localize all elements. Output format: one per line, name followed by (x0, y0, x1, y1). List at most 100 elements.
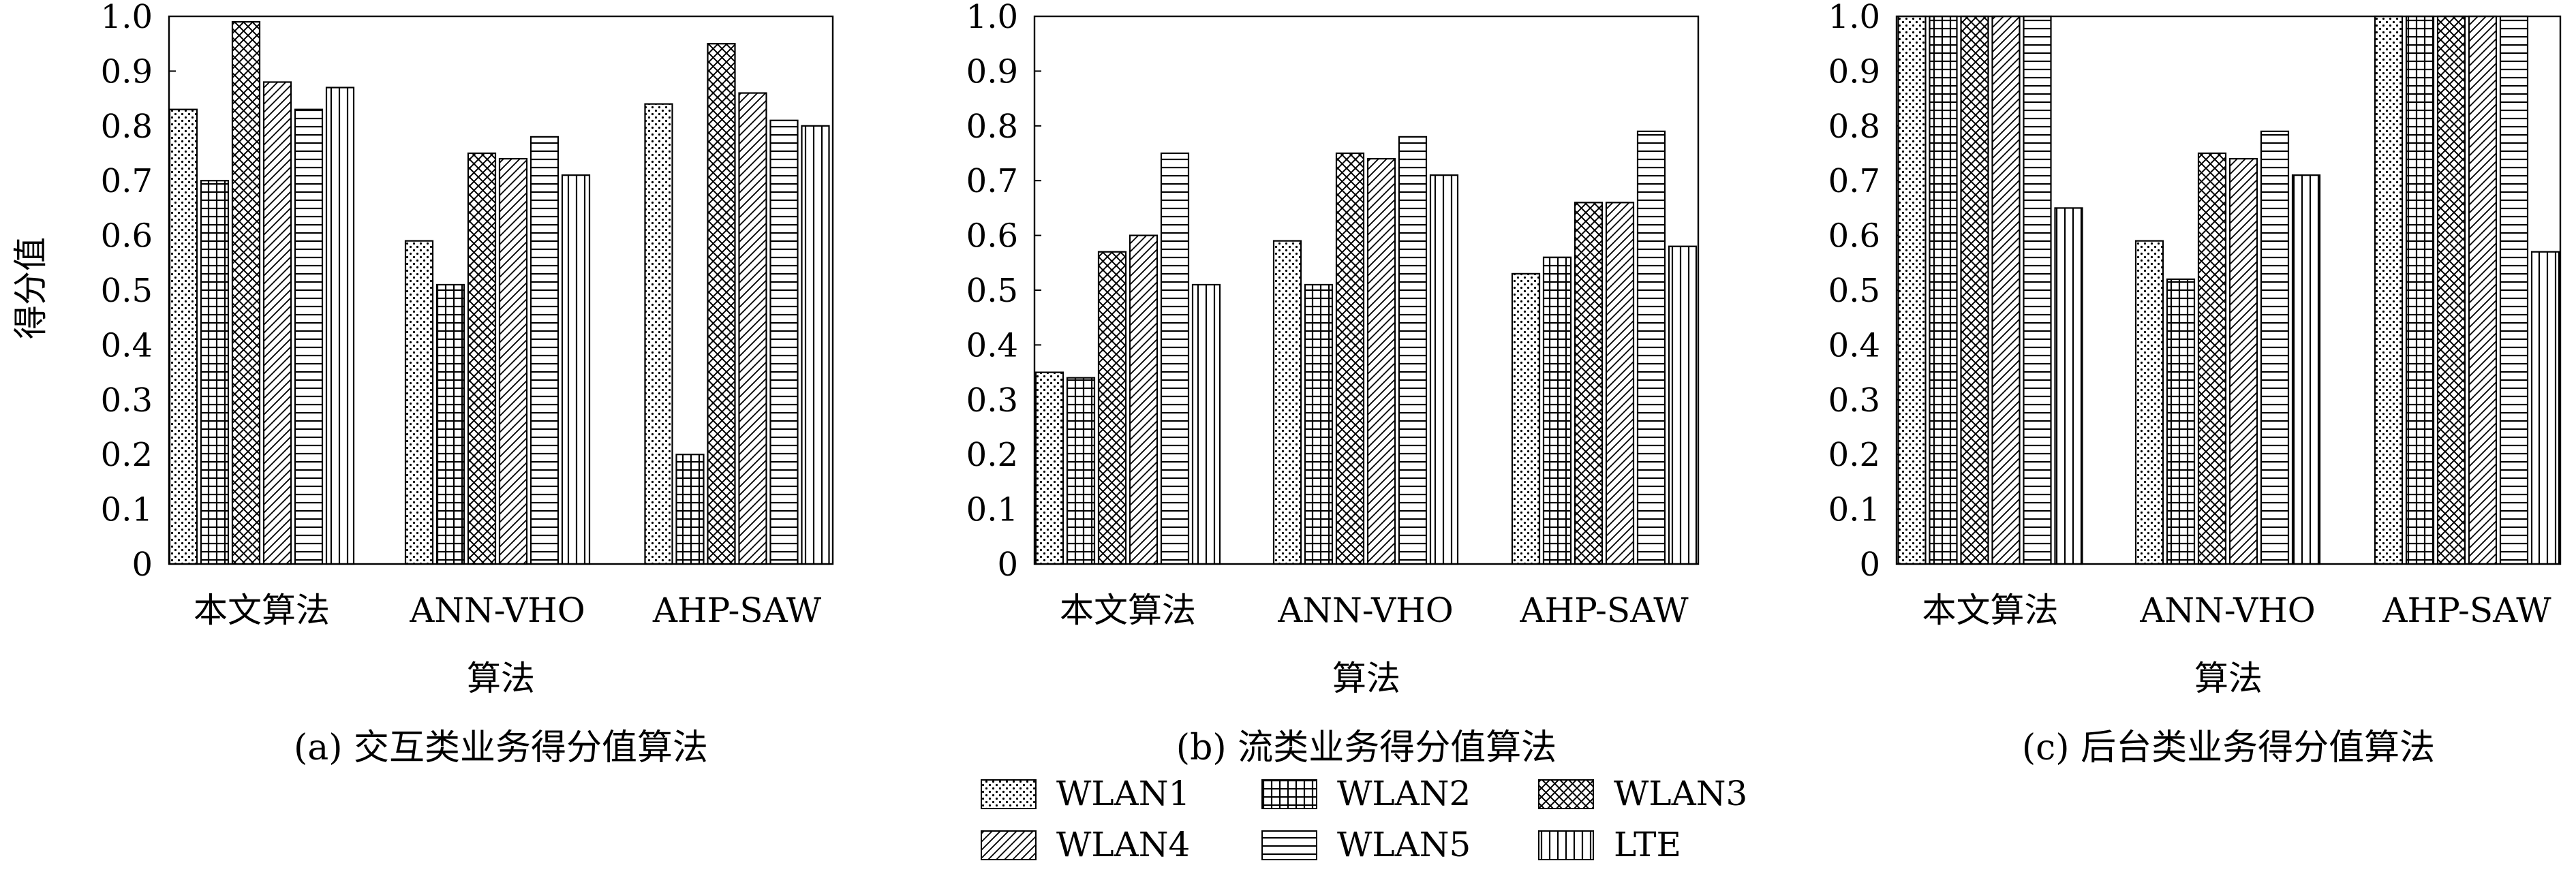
bar-lte-1 (561, 174, 591, 565)
bar-lte-0 (325, 87, 355, 565)
x-category-label: AHP-SAW (1519, 591, 1689, 630)
plot-frame (168, 15, 834, 565)
bar-wlan4-2 (2468, 15, 2498, 565)
y-tick-label: 1.0 (966, 0, 1018, 36)
legend-swatch-wlan1 (981, 779, 1037, 809)
y-tick-label: 0.7 (966, 162, 1018, 200)
legend-label-wlan2: WLAN2 (1337, 774, 1471, 813)
bar-wlan4-2 (738, 92, 767, 565)
y-tick-label: 0.5 (1828, 272, 1880, 310)
bar-wlan5-0 (2023, 15, 2052, 565)
bar-wlan1-1 (1272, 240, 1302, 565)
bar-lte-0 (1191, 283, 1221, 565)
legend-label-wlan5: WLAN5 (1337, 825, 1471, 864)
legend-swatch-lte (1538, 830, 1594, 860)
y-tick-label: 0.1 (101, 491, 153, 529)
bar-wlan5-0 (294, 108, 324, 565)
x-category-label: 本文算法 (1060, 591, 1196, 630)
bar-wlan5-1 (2260, 130, 2290, 565)
y-axis-label: 得分值 (11, 237, 50, 339)
legend-label-wlan3: WLAN3 (1614, 774, 1747, 813)
y-tick-label: 0.8 (101, 108, 153, 146)
bar-lte-2 (2530, 251, 2560, 565)
bar-wlan4-0 (1991, 15, 2021, 565)
y-tick-label: 0.4 (101, 326, 153, 364)
x-axis-label: 算法 (1332, 659, 1400, 698)
bar-lte-1 (1429, 174, 1459, 565)
bar-wlan5-0 (1160, 152, 1190, 565)
bar-wlan1-2 (2374, 15, 2404, 565)
bar-wlan2-0 (200, 180, 230, 565)
bar-wlan1-1 (404, 240, 434, 565)
bar-lte-0 (2054, 207, 2083, 565)
panel-caption: (a) 交互类业务得分值算法 (294, 727, 708, 768)
chart-panel-b: 0 0.1 0.2 0.3 0.4 0.5 0.6 0.7 0.8 0.9 1.0 本文算法 ANN-V… (966, 0, 1700, 768)
y-tick-label: 0.3 (101, 381, 153, 420)
legend-label-wlan1: WLAN1 (1056, 774, 1190, 813)
bar-wlan3-0 (1960, 15, 1989, 565)
y-tick-label: 0.6 (966, 217, 1018, 255)
bar-wlan5-1 (530, 136, 559, 565)
bar-wlan2-1 (2166, 278, 2196, 565)
y-tick-label: 0 (132, 546, 153, 584)
bar-wlan5-2 (1636, 130, 1666, 565)
bar-wlan3-2 (707, 43, 736, 565)
bar-lte-2 (1668, 245, 1698, 565)
y-tick-label: 0.9 (101, 52, 153, 91)
bar-wlan3-0 (1097, 251, 1127, 565)
y-tick-label: 0.6 (1828, 217, 1880, 255)
x-category-label: 本文算法 (1922, 591, 2059, 630)
chart-panel-c: 0 0.1 0.2 0.3 0.4 0.5 0.6 0.7 0.8 0.9 1.0 本文算法 ANN-V… (1828, 0, 2562, 768)
legend-swatch-wlan4 (981, 830, 1037, 860)
bar-wlan1-0 (168, 108, 198, 565)
bar-wlan5-2 (769, 119, 799, 565)
chart-panel-a: 0 0.1 0.2 0.3 0.4 0.5 0.6 0.7 0.8 0.9 1.0 本文算法 ANN-V… (101, 0, 834, 768)
bar-wlan3-1 (2197, 152, 2227, 565)
bar-lte-2 (801, 125, 830, 565)
y-tick-label: 0.5 (101, 272, 153, 310)
bar-wlan1-2 (1511, 272, 1541, 565)
bar-wlan3-0 (231, 20, 261, 565)
bar-wlan4-1 (498, 157, 528, 565)
y-tick-label: 1.0 (101, 0, 153, 36)
y-tick-label: 0.3 (1828, 381, 1880, 420)
bar-wlan4-0 (262, 81, 292, 565)
y-tick-label: 0.3 (966, 381, 1018, 420)
x-axis-label: 算法 (467, 659, 535, 698)
x-category-label: AHP-SAW (2382, 591, 2551, 630)
bar-wlan2-1 (1304, 283, 1334, 565)
bar-wlan4-1 (2228, 157, 2258, 565)
y-tick-label: 0.2 (1828, 436, 1880, 474)
y-tick-label: 0.7 (1828, 162, 1880, 200)
bar-wlan2-0 (1066, 377, 1096, 565)
y-tick-label: 0.4 (966, 326, 1018, 364)
x-category-label: AHP-SAW (652, 591, 822, 630)
x-category-label: ANN-VHO (2139, 591, 2316, 630)
bar-lte-1 (2291, 174, 2321, 565)
y-tick-label: 0.5 (966, 272, 1018, 310)
legend-swatch-wlan3 (1538, 779, 1594, 809)
plot-frame (1033, 15, 1700, 565)
bar-wlan2-0 (1929, 15, 1958, 565)
bar-wlan3-2 (2436, 15, 2466, 565)
y-tick-label: 0.7 (101, 162, 153, 200)
bar-wlan5-2 (2499, 15, 2529, 565)
bar-wlan2-2 (2405, 15, 2435, 565)
bar-wlan5-1 (1398, 136, 1428, 565)
y-tick-label: 0.1 (1828, 491, 1880, 529)
bar-wlan1-1 (2134, 240, 2164, 565)
y-tick-label: 0 (997, 546, 1018, 584)
plot-frame (1895, 15, 2562, 565)
x-category-label: ANN-VHO (409, 591, 585, 630)
bar-wlan4-0 (1129, 234, 1159, 565)
bar-wlan1-0 (1897, 15, 1927, 565)
y-tick-label: 0.2 (101, 436, 153, 474)
x-category-label: ANN-VHO (1277, 591, 1454, 630)
y-tick-label: 0.8 (966, 108, 1018, 146)
y-tick-label: 0.4 (1828, 326, 1880, 364)
legend: WLAN1 WLAN2 WLAN3 WLAN4 WLAN5 LTE (981, 774, 1747, 864)
panel-caption: (b) 流类业务得分值算法 (1176, 727, 1557, 768)
bar-wlan4-2 (1605, 202, 1635, 565)
bar-wlan1-0 (1034, 371, 1064, 565)
bar-wlan2-2 (1542, 256, 1572, 565)
